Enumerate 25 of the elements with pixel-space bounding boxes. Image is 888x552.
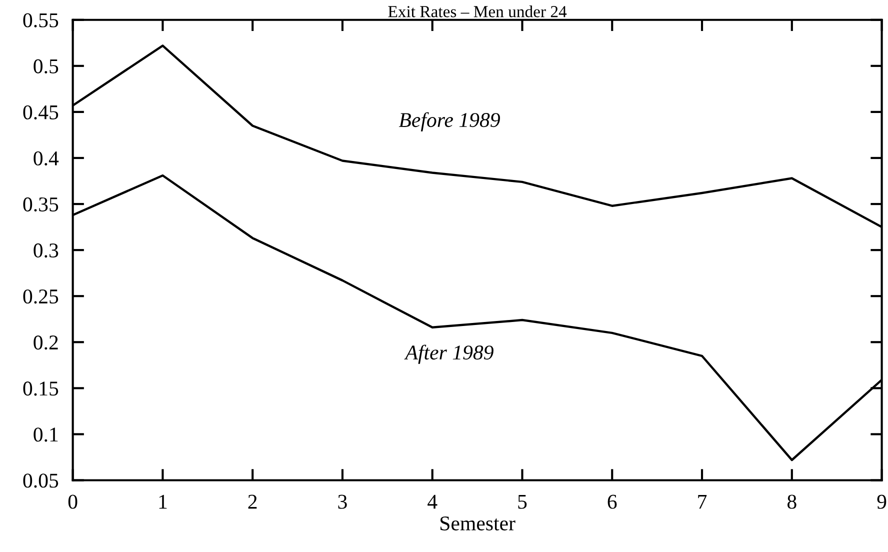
- x-tick-label: 8: [787, 494, 796, 509]
- x-tick-label: 5: [518, 494, 527, 509]
- series-label: Before 1989: [398, 112, 500, 132]
- y-tick-label: 0.3: [34, 243, 58, 258]
- x-tick-label: 3: [338, 494, 347, 509]
- y-tick-label: 0.45: [23, 105, 58, 120]
- x-tick-label: 0: [68, 494, 78, 509]
- y-tick-label: 0.35: [23, 197, 58, 212]
- x-tick-label: 4: [428, 494, 438, 509]
- x-tick-label: 2: [248, 494, 257, 509]
- y-tick-label: 0.5: [34, 59, 58, 74]
- x-tick-label: 6: [608, 494, 617, 509]
- y-tick-label: 0.15: [23, 382, 58, 396]
- y-tick-label: 0.4: [34, 151, 59, 166]
- y-tick-label: 0.2: [34, 336, 58, 350]
- x-tick-label: 9: [877, 494, 886, 509]
- y-tick-label: 0.25: [23, 289, 58, 304]
- x-axis-title: Semester: [440, 516, 516, 530]
- x-tick-label: 1: [159, 494, 167, 509]
- series-label: After 1989: [404, 344, 494, 364]
- y-tick-label: 0.05: [23, 474, 58, 488]
- x-tick-label: 7: [698, 494, 707, 509]
- y-tick-label: 0.1: [34, 428, 58, 442]
- chart-title: Exit Rates – Men under 24: [388, 6, 567, 18]
- y-tick-label: 0.55: [23, 13, 58, 28]
